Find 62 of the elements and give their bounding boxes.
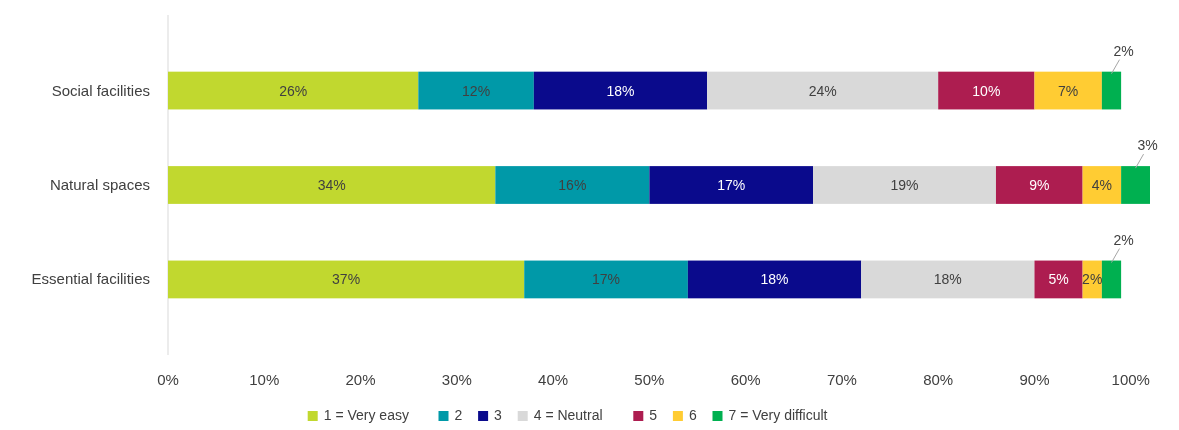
bar bbox=[938, 71, 1035, 110]
data-label: 7% bbox=[1058, 82, 1079, 99]
data-label: 12% bbox=[462, 82, 491, 99]
bar bbox=[861, 260, 1035, 299]
data-label: 9% bbox=[1029, 177, 1050, 193]
data-label: 34% bbox=[317, 177, 346, 193]
bar bbox=[533, 71, 708, 110]
data-label: 3% bbox=[1137, 137, 1158, 154]
y-tick-label: Natural spaces bbox=[49, 176, 150, 193]
bar bbox=[495, 166, 650, 204]
data-label: 16% bbox=[558, 177, 587, 193]
data-label: 18% bbox=[760, 271, 789, 288]
data-label: 18% bbox=[606, 82, 635, 99]
bar bbox=[995, 166, 1083, 204]
bar bbox=[649, 166, 814, 204]
x-tick-label: 30% bbox=[441, 371, 472, 388]
data-label: 17% bbox=[592, 271, 621, 288]
bar bbox=[418, 71, 534, 110]
bar bbox=[1034, 260, 1083, 299]
bar bbox=[1082, 166, 1122, 204]
data-label: 24% bbox=[808, 82, 837, 99]
legend-label: 5 bbox=[649, 407, 658, 423]
bar bbox=[687, 260, 862, 299]
data-label: 37% bbox=[332, 271, 361, 288]
bar bbox=[1034, 71, 1102, 110]
x-tick-label: 10% bbox=[249, 371, 280, 388]
x-tick-label: 80% bbox=[923, 371, 954, 388]
bar bbox=[1101, 260, 1122, 299]
legend-label: 3 bbox=[494, 407, 503, 423]
legend-label: 6 bbox=[688, 407, 697, 423]
legend-label: 4 = Neutral bbox=[533, 407, 603, 423]
y-tick-label: Social facilities bbox=[51, 81, 150, 99]
x-tick-label: 50% bbox=[634, 371, 665, 388]
x-tick-label: 60% bbox=[730, 371, 761, 388]
x-tick-label: 100% bbox=[1111, 371, 1150, 388]
legend-label: 7 = Very difficult bbox=[728, 407, 828, 423]
legend-label: 1 = Very easy bbox=[323, 407, 409, 423]
bar bbox=[707, 71, 939, 110]
x-tick-label: 90% bbox=[1019, 371, 1050, 388]
x-tick-label: 70% bbox=[826, 371, 857, 388]
bar bbox=[524, 260, 688, 299]
data-label: 10% bbox=[972, 82, 1001, 99]
x-tick-label: 20% bbox=[345, 371, 376, 388]
x-tick-label: 0% bbox=[157, 371, 179, 388]
bar bbox=[168, 260, 525, 299]
bar bbox=[813, 166, 996, 204]
data-label: 2% bbox=[1113, 231, 1134, 248]
data-label: 19% bbox=[890, 177, 919, 193]
data-label: 17% bbox=[717, 177, 746, 193]
bar bbox=[168, 166, 496, 204]
bar bbox=[1101, 71, 1122, 110]
y-tick-label: Essential facilities bbox=[31, 270, 150, 288]
data-label: 5% bbox=[1048, 271, 1069, 288]
bar bbox=[168, 71, 419, 110]
bar bbox=[1121, 166, 1150, 204]
x-tick-label: 40% bbox=[538, 371, 569, 388]
data-label: 26% bbox=[279, 82, 308, 99]
data-label: 18% bbox=[933, 271, 962, 288]
legend-label: 2 bbox=[454, 407, 463, 423]
data-label: 4% bbox=[1091, 177, 1112, 193]
data-label: 2% bbox=[1082, 271, 1103, 288]
data-label: 2% bbox=[1113, 42, 1134, 59]
